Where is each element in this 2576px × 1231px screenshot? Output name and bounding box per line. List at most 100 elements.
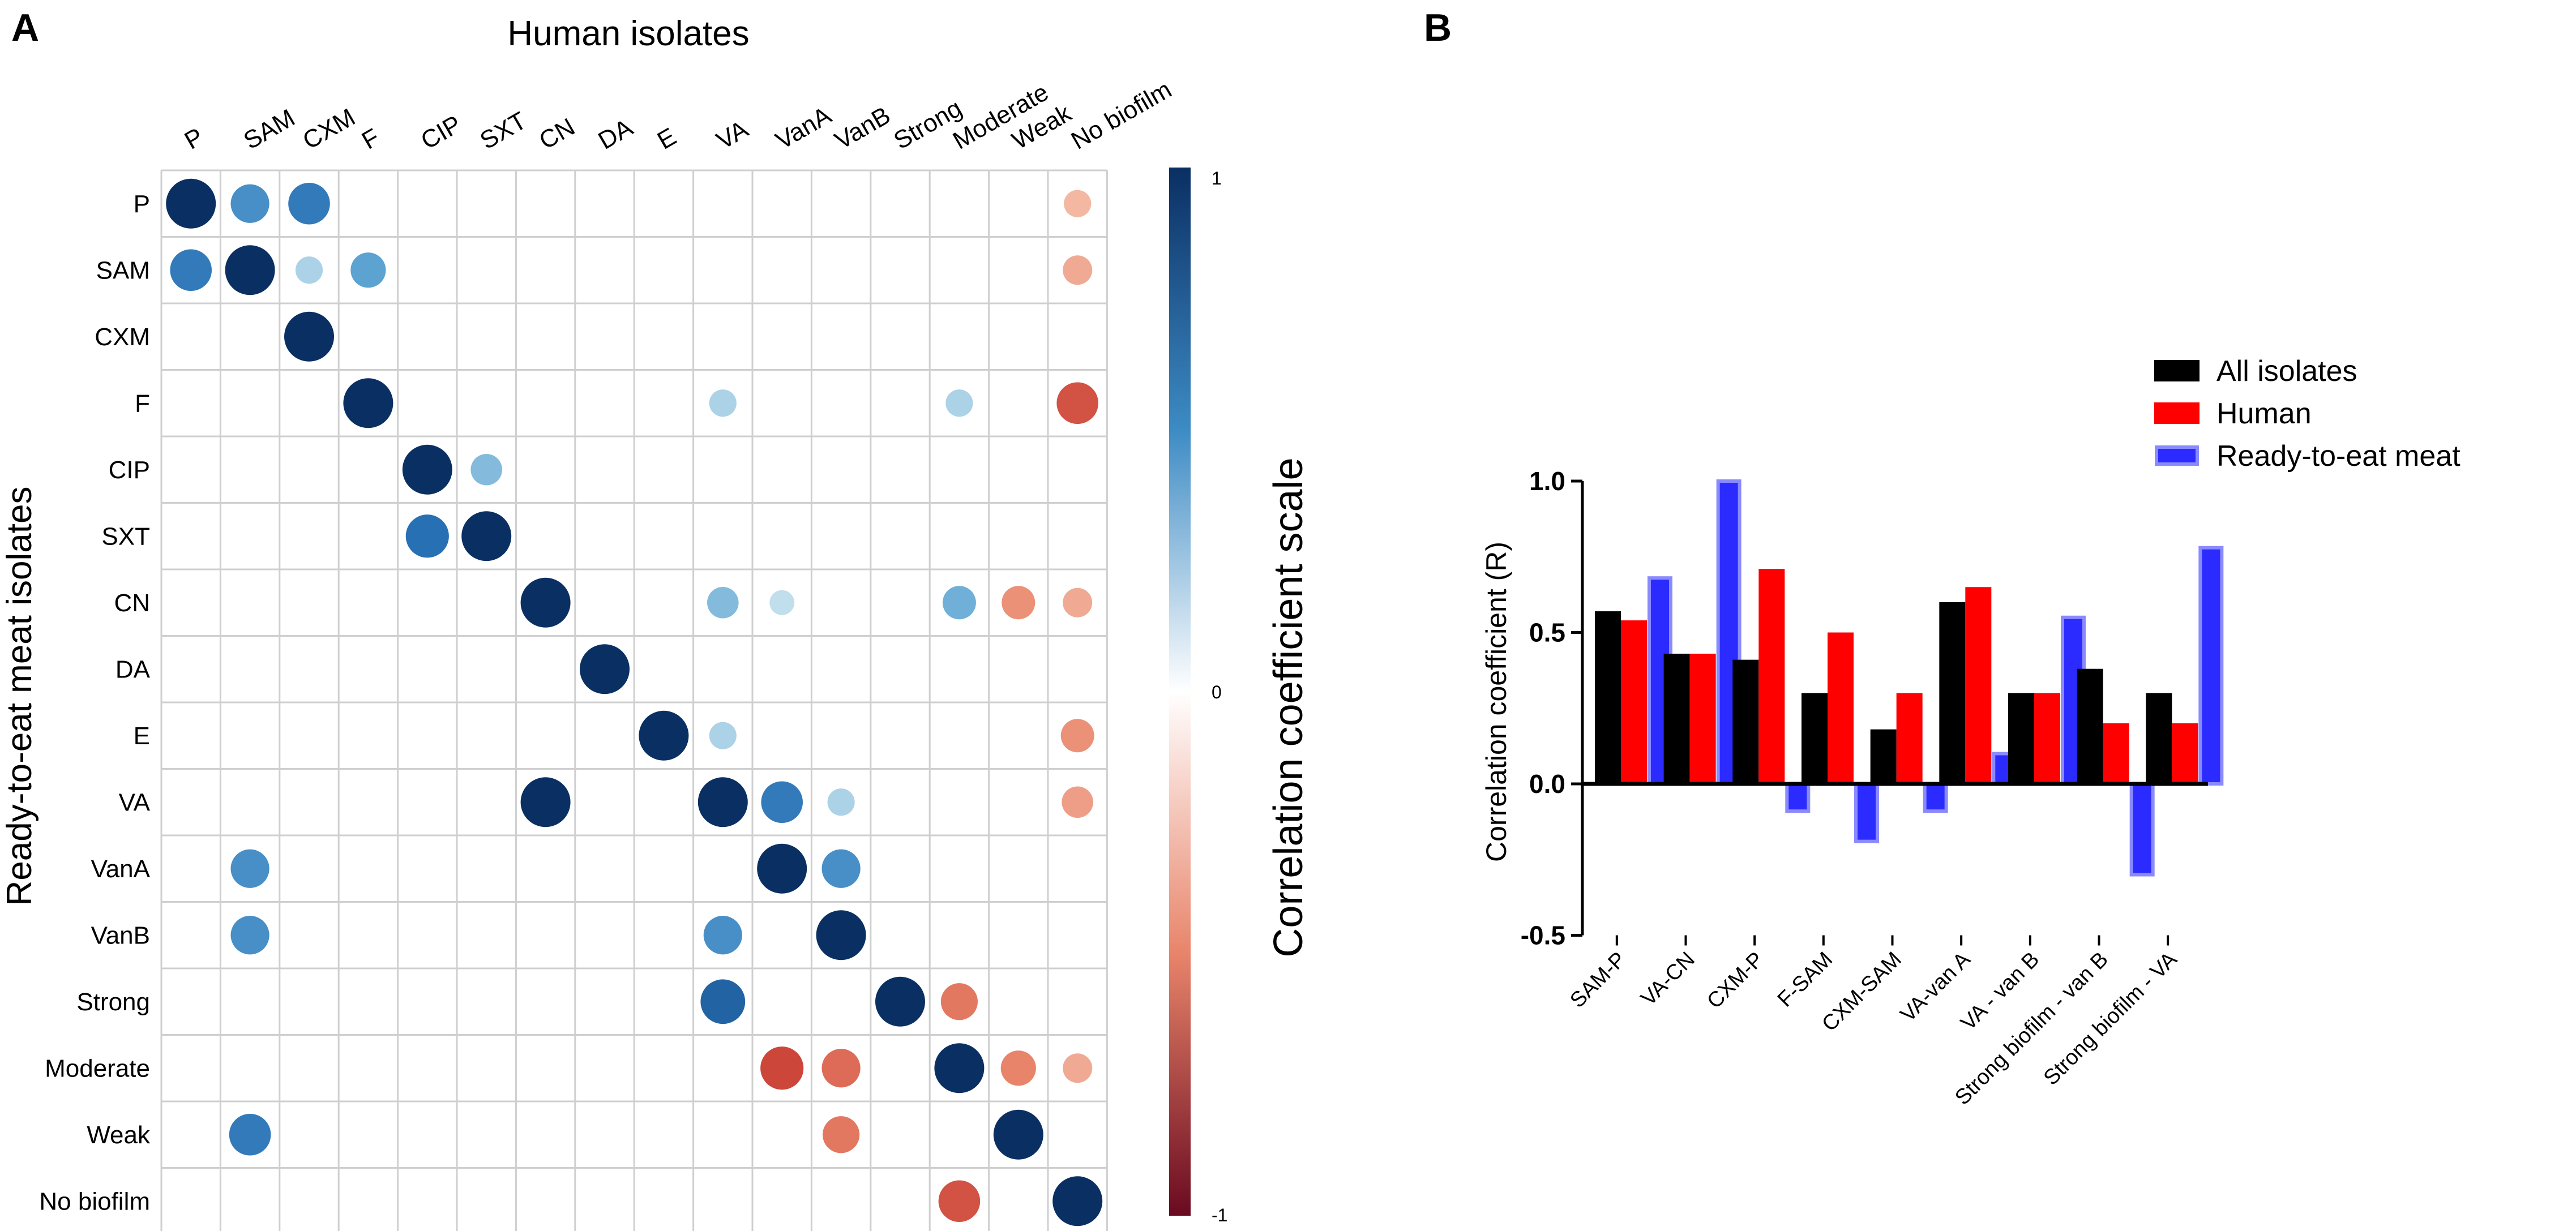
bar-human [1965, 587, 1992, 784]
correlation-circle [166, 178, 216, 229]
column-label: CXM [298, 103, 360, 155]
bar-ready-to-eat-meat [1854, 782, 1879, 843]
row-label: F [135, 389, 150, 417]
column-label: VanA [771, 101, 836, 155]
bar-all-isolates [1663, 653, 1690, 784]
row-label: E [134, 722, 150, 750]
correlation-circle [230, 184, 269, 223]
row-label: VanB [91, 921, 150, 949]
correlation-circle [461, 511, 512, 561]
column-label: SXT [476, 106, 532, 155]
correlation-circle [821, 1049, 861, 1088]
heatmap-ylabel: Ready-to-eat meat isolates [0, 487, 39, 906]
y-tick-label: 0.0 [1529, 769, 1565, 799]
bar-ready-to-eat-meat [1923, 782, 1948, 813]
column-label: CIP [416, 110, 466, 155]
y-tick-label: 0.5 [1529, 618, 1565, 647]
correlation-circle [470, 453, 502, 486]
correlation-circle [1052, 1176, 1103, 1226]
correlation-circle [938, 1180, 981, 1223]
bar-chart-panel: B Correlation coefficient (R) 1.0 0.5 0.0 -… [1424, 6, 2461, 1110]
bar-human [1758, 569, 1785, 784]
bar-all-isolates [2146, 693, 2172, 784]
bar-all-isolates [1595, 611, 1621, 784]
bar-human [1689, 653, 1716, 784]
correlation-circle [520, 777, 571, 827]
column-label: F [357, 123, 384, 155]
row-label: VanA [91, 855, 151, 883]
bar-human [2103, 723, 2129, 784]
correlation-circle [288, 182, 330, 225]
bar-ready-to-eat-meat [2198, 546, 2224, 786]
heatmap-row-labels: P SAM CXM F CIP SXT CN DA E VA VanA VanB Strong Moder… [39, 190, 151, 1216]
correlation-circle [945, 389, 973, 417]
row-label: SAM [96, 256, 150, 284]
correlation-circle [230, 849, 269, 888]
correlation-circle [1056, 382, 1098, 424]
correlation-circle [350, 252, 386, 288]
correlation-circle [405, 514, 449, 558]
row-label: P [134, 190, 150, 218]
scale-tick-min: -1 [1212, 1205, 1227, 1225]
bar-all-isolates [1870, 729, 1897, 784]
row-label: VA [119, 788, 151, 816]
x-category-label: Strong biofilm - VA [2039, 947, 2182, 1090]
column-label: Strong [889, 94, 967, 155]
panel-a-label: A [11, 6, 39, 49]
legend-swatch-human [2154, 402, 2200, 424]
scale-tick-max: 1 [1212, 168, 1222, 188]
correlation-circle [760, 1046, 804, 1090]
row-label: DA [115, 655, 151, 683]
bar-all-isolates [1802, 693, 1828, 784]
row-label: No biofilm [39, 1187, 150, 1215]
correlation-circle [1063, 1053, 1093, 1083]
x-category-label: CXM-P [1702, 947, 1768, 1013]
correlation-circle [1060, 719, 1094, 753]
correlation-circle [284, 311, 334, 362]
correlation-circle [580, 644, 630, 694]
correlation-circle [757, 843, 807, 894]
bar-all-isolates [1939, 602, 1966, 784]
correlation-circle [1000, 1050, 1036, 1086]
bar-human [2172, 723, 2198, 784]
row-label: SXT [101, 522, 150, 550]
column-label: No biofilm [1067, 75, 1176, 155]
column-label: DA [594, 113, 638, 155]
bar-human [1828, 632, 1854, 784]
bar-human [1896, 693, 1923, 784]
heatmap-grid [160, 169, 1108, 1231]
bar-human [1621, 620, 1647, 784]
correlation-circle [709, 389, 737, 417]
heatmap-title: Human isolates [507, 14, 749, 53]
correlation-circle [875, 976, 925, 1027]
correlation-circle [1063, 255, 1093, 285]
column-label: VanB [830, 101, 895, 155]
correlation-circle [295, 256, 323, 284]
row-label: Weak [87, 1121, 151, 1149]
y-tick-label: 1.0 [1529, 466, 1565, 496]
correlation-circle [942, 586, 976, 620]
correlation-circle [761, 781, 803, 823]
correlation-circle [934, 1043, 985, 1093]
correlation-circle [823, 1116, 860, 1153]
bar-ready-to-eat-meat [2129, 782, 2155, 877]
correlation-circle [821, 849, 861, 888]
row-label: CXM [95, 323, 150, 351]
column-label: E [653, 123, 681, 155]
correlation-circle [343, 378, 393, 428]
x-category-label: F-SAM [1773, 947, 1837, 1011]
row-label: CN [114, 589, 150, 617]
row-label: Strong [76, 988, 150, 1016]
x-category-label: VA-CN [1637, 947, 1700, 1010]
correlation-circle [698, 777, 748, 827]
correlation-circle [1002, 586, 1035, 620]
color-scale-title: Correlation coefficient scale [1266, 457, 1311, 957]
correlation-circle [769, 590, 795, 615]
panel-b-label: B [1424, 6, 1452, 49]
legend-swatch-all-isolates [2154, 360, 2200, 381]
heatmap-cells [166, 178, 1103, 1226]
correlation-circle [707, 586, 739, 619]
correlation-circle [520, 577, 571, 628]
